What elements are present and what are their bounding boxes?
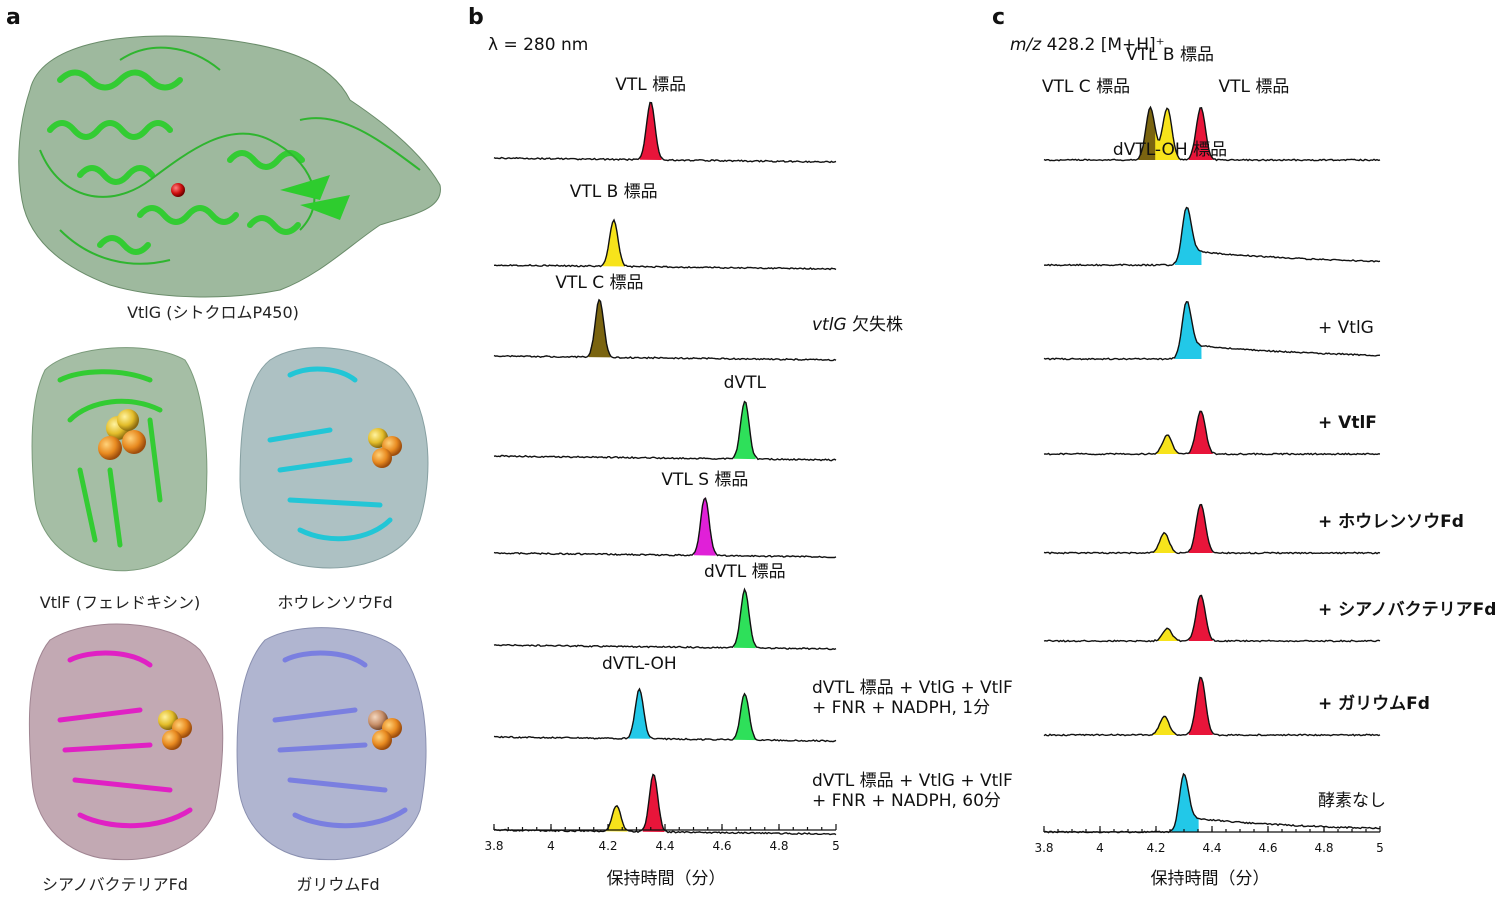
peak-b-6-0 xyxy=(628,689,651,739)
peak-b-3-0 xyxy=(733,401,756,460)
x-tick-label-c-2: 4.2 xyxy=(1146,841,1165,855)
peak-label-b-5-0: dVTL 標品 xyxy=(704,562,786,582)
trace-b-1 xyxy=(493,218,837,271)
x-tick-label-b-6: 5 xyxy=(832,839,840,853)
peak-c-1-0 xyxy=(1174,207,1202,265)
peak-c-4-0 xyxy=(1152,532,1177,553)
peak-label-b-1-0: VTL B 標品 xyxy=(570,182,658,202)
peak-label-b-3-0: dVTL xyxy=(724,373,767,393)
x-tick-label-b-3: 4.4 xyxy=(655,839,674,853)
peak-c-0-1 xyxy=(1155,107,1180,160)
peak-b-7-1 xyxy=(642,774,665,832)
peak-b-1-0 xyxy=(602,220,625,267)
x-tick-label-b-2: 4.2 xyxy=(598,839,617,853)
structure-label-gallium-fd: ガリウムFd xyxy=(296,875,379,894)
side-label-b-2-0: vtlG 欠失株 xyxy=(812,315,903,335)
x-tick-label-c-0: 3.8 xyxy=(1034,841,1053,855)
side-label-c-3-0: + VtlF xyxy=(1318,413,1377,433)
peak-b-0-0 xyxy=(639,102,662,160)
peak-c-3-0 xyxy=(1155,434,1180,454)
side-label-b-6-1: + FNR + NADPH, 1分 xyxy=(812,698,990,718)
chromatogram-panel-b: VTL 標品 VTL B 標品 VTL C 標品 vtlG 欠失株 dVTL VTL S … xyxy=(484,75,1012,853)
side-label-b-6-0: dVTL 標品 + VtlG + VtlF xyxy=(812,678,1013,698)
peak-b-2-0 xyxy=(588,299,611,358)
panel-letter-a: a xyxy=(6,5,21,30)
x-tick-label-c-3: 4.4 xyxy=(1202,841,1221,855)
peak-label-c-1-0: dVTL-OH 標品 xyxy=(1113,140,1227,160)
structure-label-spinach-fd: ホウレンソウFd xyxy=(277,593,392,612)
protein-structure-vtlg xyxy=(18,35,441,298)
peak-c-2-0 xyxy=(1174,301,1202,359)
x-tick-label-b-5: 4.8 xyxy=(769,839,788,853)
peak-b-4-0 xyxy=(694,497,716,556)
x-axis-label-b: 保持時間（分） xyxy=(607,869,726,889)
detection-mz: m/z xyxy=(1010,35,1042,55)
panel-letter-c: c xyxy=(992,5,1005,30)
x-tick-label-c-5: 4.8 xyxy=(1314,841,1333,855)
structure-label-cyano-fd: シアノバクテリアFd xyxy=(42,875,188,894)
peak-b-5-0 xyxy=(733,590,756,649)
protein-structure-spinach-fd xyxy=(239,347,429,569)
trace-c-0 xyxy=(1043,105,1381,162)
structure-label-vtlf: VtlF (フェレドキシン) xyxy=(40,593,200,612)
detection-mass: 428.2 [M+H]⁺ xyxy=(1041,35,1164,55)
protein-structure-vtlf xyxy=(31,347,208,572)
x-tick-label-b-4: 4.6 xyxy=(712,839,731,853)
side-label-c-2-0: + VtlG xyxy=(1318,318,1374,338)
peak-c-7-0 xyxy=(1172,774,1199,832)
side-label-italic: vtlG xyxy=(812,315,847,335)
peak-label-b-4-0: VTL S 標品 xyxy=(661,470,748,490)
trace-b-6 xyxy=(493,687,837,743)
trace-b-5 xyxy=(493,587,837,651)
peak-label-b-2-0: VTL C 標品 xyxy=(555,273,643,293)
side-label-b-7-0: dVTL 標品 + VtlG + VtlF xyxy=(812,771,1013,791)
peak-label-b-0-0: VTL 標品 xyxy=(615,75,686,95)
peak-label-b-6-0: dVTL-OH xyxy=(602,654,677,674)
trace-c-1 xyxy=(1043,206,1381,267)
peak-c-6-1 xyxy=(1188,677,1213,735)
detection-label-c: m/z 428.2 [M+H]⁺ xyxy=(1010,35,1165,55)
x-tick-label-b-1: 4 xyxy=(547,839,555,853)
x-axis-label-c: 保持時間（分） xyxy=(1151,869,1270,889)
peak-label-c-0-2: VTL 標品 xyxy=(1219,77,1290,97)
structure-label-vtlg: VtlG (シトクロムP450) xyxy=(127,303,299,322)
x-tick-label-c-4: 4.6 xyxy=(1258,841,1277,855)
x-tick-label-c-6: 5 xyxy=(1376,841,1384,855)
chromatogram-panel-c: VTL B 標品 VTL C 標品 VTL 標品 dVTL-OH 標品 + VtlG + … xyxy=(1034,45,1496,855)
x-tick-label-b-0: 3.8 xyxy=(484,839,503,853)
peak-label-c-0-0: VTL B 標品 xyxy=(1126,45,1214,65)
trace-c-2 xyxy=(1043,301,1381,361)
trace-c-5 xyxy=(1043,594,1381,643)
x-tick-label-c-1: 4 xyxy=(1096,841,1104,855)
peak-c-4-1 xyxy=(1188,503,1213,553)
trace-b-0 xyxy=(493,101,837,164)
trace-b-3 xyxy=(493,400,837,462)
side-label-c-7-0: 酵素なし xyxy=(1318,791,1386,811)
peak-c-0-2 xyxy=(1188,107,1213,160)
protein-structure-gallium-fd xyxy=(236,627,427,861)
side-label-c-4-0: + ホウレンソウFd xyxy=(1318,512,1464,532)
trace-c-6 xyxy=(1043,676,1381,737)
peak-c-5-1 xyxy=(1188,594,1213,641)
trace-b-2 xyxy=(493,298,837,362)
trace-b-4 xyxy=(493,497,837,559)
trace-c-3 xyxy=(1043,410,1381,456)
detection-label-b: λ = 280 nm xyxy=(488,35,588,55)
side-label-rest: 欠失株 xyxy=(847,315,903,335)
peak-b-6-1 xyxy=(733,693,756,741)
peak-c-6-0 xyxy=(1152,716,1177,735)
side-label-c-5-0: + シアノバクテリアFd xyxy=(1318,600,1496,620)
protein-structure-cyano-fd xyxy=(28,623,224,861)
peak-c-3-1 xyxy=(1188,410,1213,454)
trace-c-4 xyxy=(1043,503,1381,555)
panel-letter-b: b xyxy=(468,5,484,30)
peak-c-5-0 xyxy=(1155,628,1180,641)
side-label-c-6-0: + ガリウムFd xyxy=(1318,694,1430,714)
peak-b-7-0 xyxy=(605,805,628,832)
peak-label-c-0-1: VTL C 標品 xyxy=(1042,77,1130,97)
side-label-b-7-1: + FNR + NADPH, 60分 xyxy=(812,791,1001,811)
